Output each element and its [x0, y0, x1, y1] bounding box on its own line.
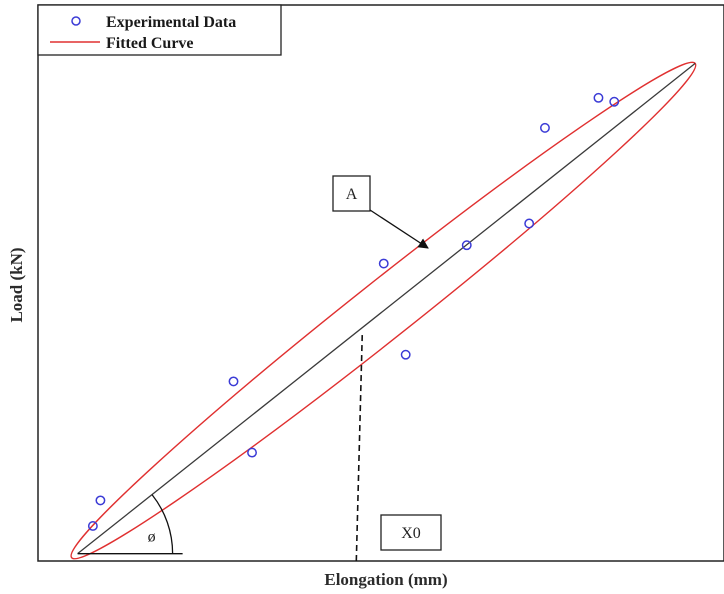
legend-box [37, 4, 282, 56]
data-point-7 [461, 240, 472, 251]
fitted-curve-ellipse [70, 61, 697, 560]
data-point-2 [95, 495, 106, 506]
x0-dashed-line [355, 332, 364, 562]
data-point-11 [609, 96, 620, 107]
data-point-6 [400, 349, 411, 360]
legend-label-fitted: Fitted Curve [106, 35, 194, 52]
annotation-a-arrow [369, 209, 429, 249]
annotation-x0-label: X0 [401, 525, 421, 542]
data-point-10 [593, 92, 604, 103]
legend: Experimental Data Fitted Curve [37, 4, 282, 56]
data-point-9 [540, 122, 550, 133]
angle-label: ø [148, 529, 156, 546]
annotation-a-box [332, 175, 371, 212]
plot-frame [37, 4, 724, 562]
major-axis-line [77, 62, 696, 555]
y-axis-title: Load (kN) [7, 247, 26, 322]
annotation-a-label: A [346, 186, 358, 203]
data-point-5 [378, 258, 389, 269]
data-point-1 [87, 521, 98, 531]
legend-label-experimental: Experimental Data [106, 14, 236, 31]
data-point-8 [524, 218, 535, 229]
angle-arc [151, 494, 174, 554]
experimental-points [87, 92, 620, 531]
data-point-3 [228, 376, 239, 387]
legend-marker-experimental [71, 16, 81, 26]
x-axis-title: Elongation (mm) [324, 570, 447, 589]
data-point-4 [247, 447, 257, 458]
annotation-x0-box [380, 514, 442, 551]
